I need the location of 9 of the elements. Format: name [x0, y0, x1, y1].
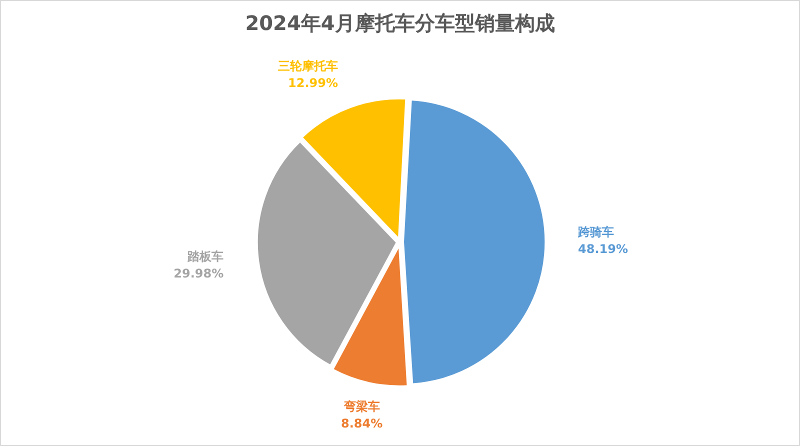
- data-label: 29.98%: [174, 266, 224, 281]
- chart-title: 2024年4月摩托车分车型销量构成: [245, 11, 555, 36]
- data-label: 8.84%: [340, 416, 383, 430]
- data-label: 12.99%: [288, 76, 338, 90]
- slice-label: 跨骑车: [577, 224, 614, 239]
- slice-label: 三轮摩托车: [278, 58, 338, 73]
- slice-label: 踏板车: [186, 250, 224, 264]
- slice-label: 弯梁车: [342, 399, 380, 414]
- data-label: 48.19%: [578, 242, 628, 256]
